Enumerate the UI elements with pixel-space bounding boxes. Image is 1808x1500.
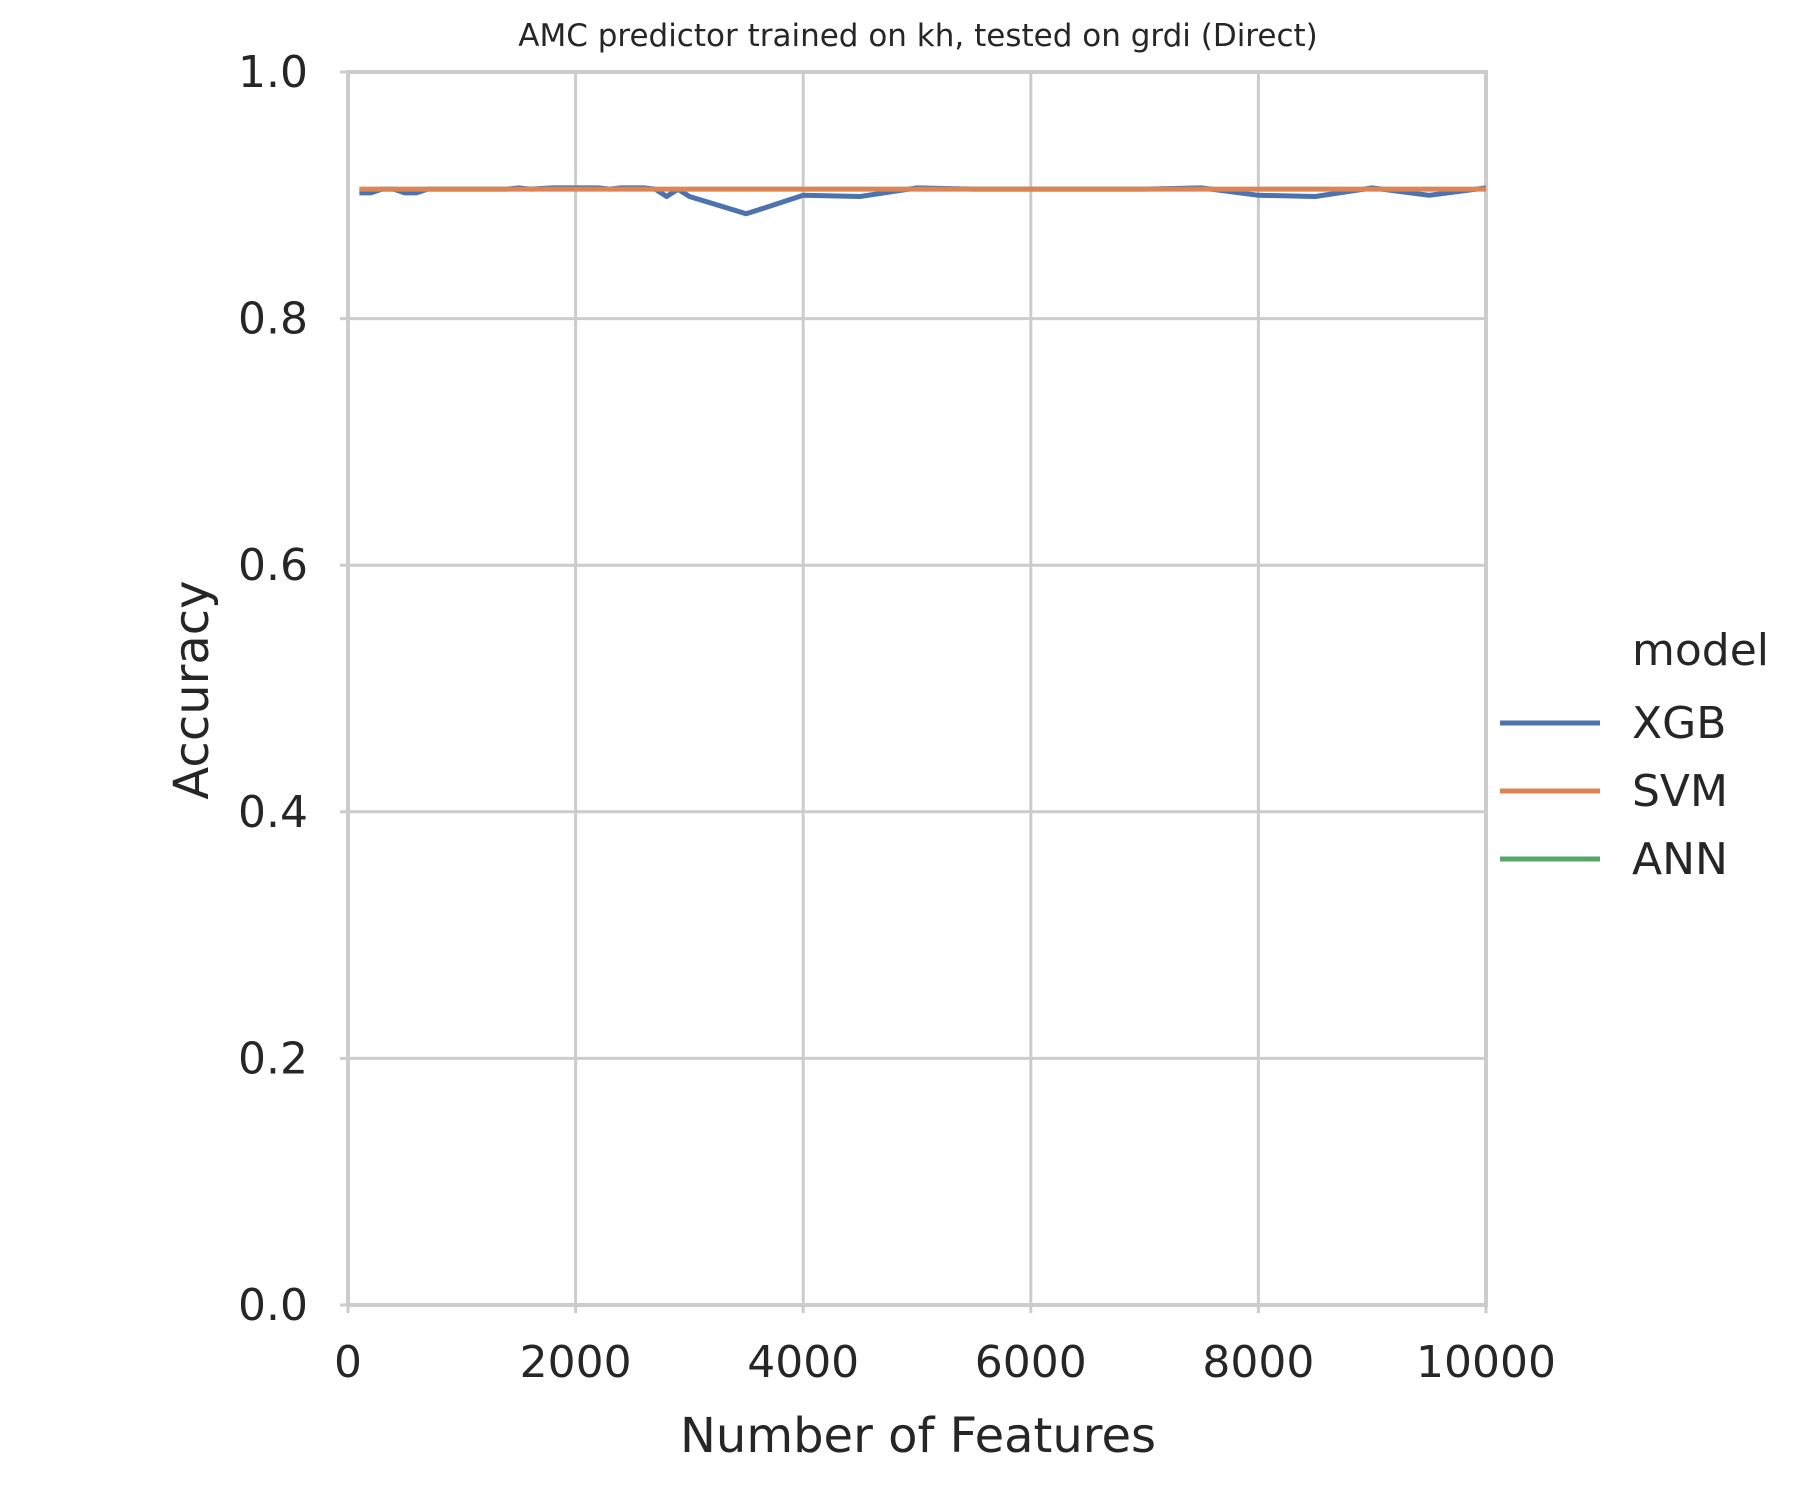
- y-axis-label: Accuracy: [164, 580, 220, 799]
- y-tick-label: 0.6: [238, 540, 308, 591]
- legend-label-svm: SVM: [1632, 766, 1728, 817]
- plot-frame: [346, 70, 1488, 1307]
- x-tick-label: 6000: [975, 1337, 1087, 1388]
- legend-label-xgb: XGB: [1632, 698, 1726, 749]
- x-tick-label: 2000: [520, 1337, 632, 1388]
- x-tick-label: 8000: [1202, 1337, 1314, 1388]
- y-tick-label: 1.0: [238, 47, 308, 98]
- y-tick-label: 0.4: [238, 787, 308, 838]
- axes-spines: [346, 70, 1488, 1307]
- tick-labels: 0 2000 4000 6000 8000 10000 0.0 0.2 0.4 0.6 0.8 1.0: [238, 47, 1556, 1388]
- grid-layer: [340, 70, 1488, 1313]
- chart-title: AMC predictor trained on kh, tested on g…: [518, 18, 1318, 54]
- series-layer: [359, 185, 1487, 217]
- legend-label-ann: ANN: [1632, 834, 1728, 885]
- legend: model XGB SVM ANN: [1500, 625, 1769, 885]
- x-axis-label: Number of Features: [680, 1408, 1156, 1464]
- y-tick-label: 0.8: [238, 294, 308, 345]
- y-tick-label: 0.2: [238, 1033, 308, 1084]
- x-tick-label: 4000: [747, 1337, 859, 1388]
- series-line-xgb: [359, 185, 1487, 217]
- x-tick-label: 10000: [1416, 1337, 1556, 1388]
- x-tick-label: 0: [334, 1337, 362, 1388]
- y-tick-label: 0.0: [238, 1280, 308, 1331]
- legend-title: model: [1632, 625, 1769, 676]
